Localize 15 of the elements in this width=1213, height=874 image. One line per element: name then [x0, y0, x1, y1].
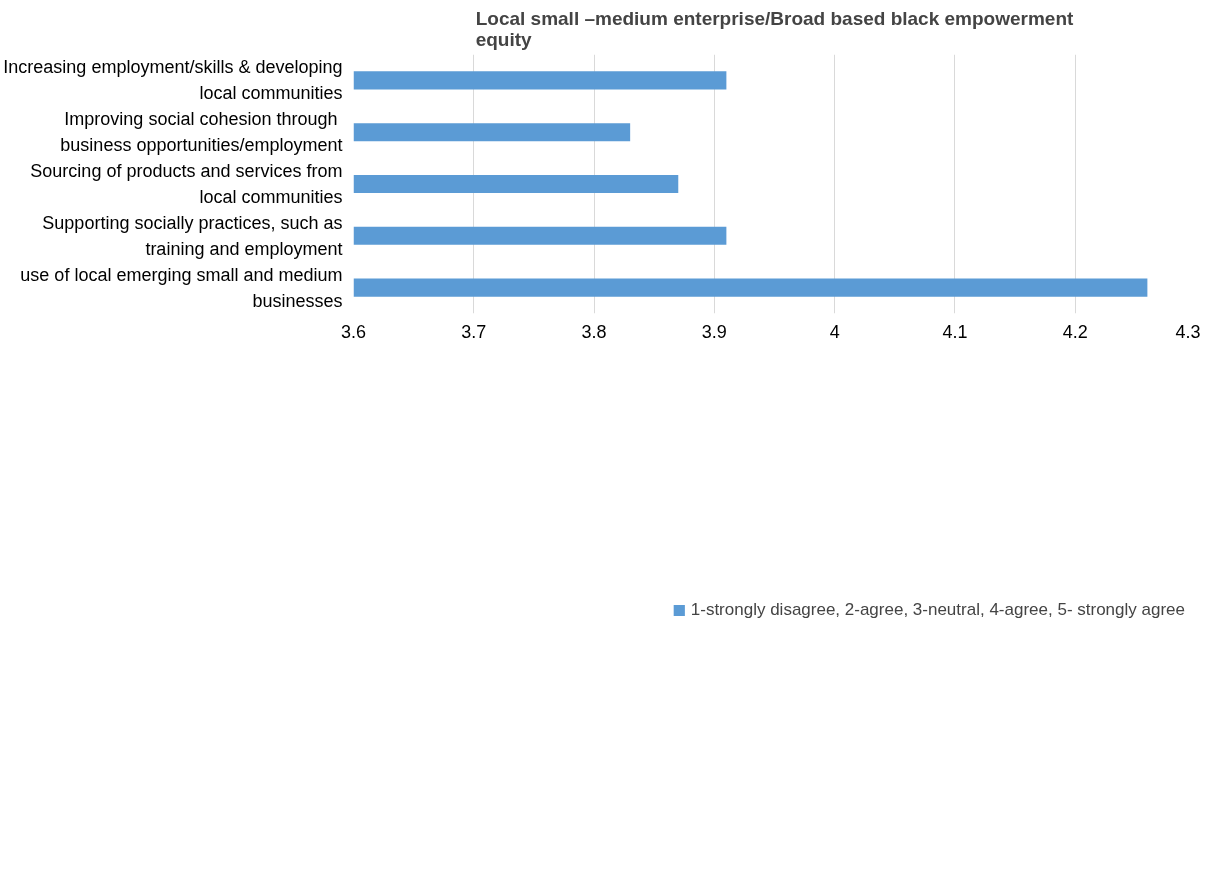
y-tick-label: use of local emerging small and medium businesses: [20, 264, 343, 311]
x-tick-label: 4.2: [1062, 321, 1088, 342]
y-tick-label: Sourcing of products and services from local communities: [30, 161, 343, 207]
x-tick-label: 3.9: [701, 321, 727, 342]
x-tick-label: 4.1: [942, 321, 968, 342]
y-tick-label: Improving social cohesion through business opportunities/employment: [60, 109, 343, 156]
x-tick-label: 3.7: [461, 321, 487, 342]
x-tick-label: 3.6: [340, 321, 367, 342]
x-tick-label: 4.3: [1175, 321, 1201, 342]
chart-title: Local small –medium enterprise/Broad based black empowerment equity: [475, 7, 1074, 50]
y-tick-label: Increasing employment/skills & developing local communities: [3, 57, 343, 104]
x-tick-label: 3.8: [581, 321, 607, 342]
y-tick-label: Supporting socially practices, such as training and employment: [42, 212, 343, 259]
x-tick-label: 4: [829, 321, 840, 342]
legend-label: 1-strongly disagree, 2-agree, 3-neutral, 4-agree, 5- strongly agree: [690, 600, 1185, 620]
